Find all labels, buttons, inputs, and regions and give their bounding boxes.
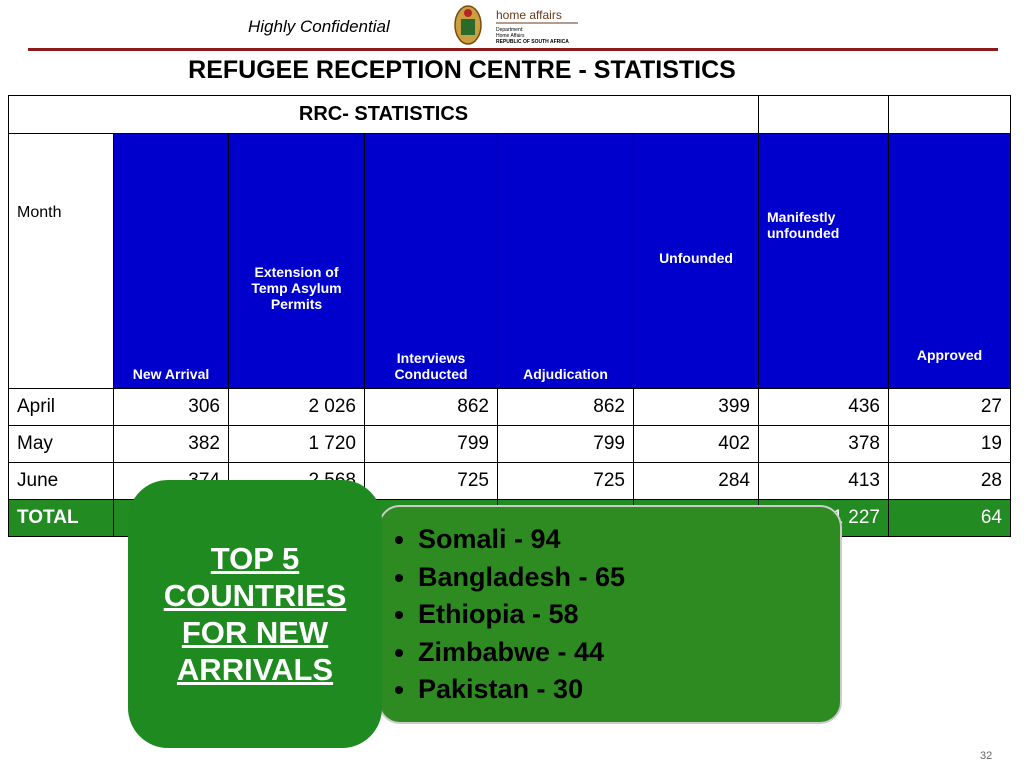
cell: 799 <box>364 425 498 463</box>
countries-list: Somali - 94Bangladesh - 65Ethiopia - 58Z… <box>418 521 840 709</box>
column-header: Manifestly unfounded <box>758 133 889 389</box>
total-cell: 64 <box>888 499 1011 537</box>
confidential-note: Highly Confidential <box>248 17 390 36</box>
cell: 799 <box>497 425 634 463</box>
cell: 284 <box>633 462 759 500</box>
country-item: Ethiopia - 58 <box>418 596 840 634</box>
cell: 436 <box>758 388 889 426</box>
countries-panel: Somali - 94Bangladesh - 65Ethiopia - 58Z… <box>378 505 842 724</box>
cell: June <box>8 462 114 500</box>
cell: 862 <box>497 388 634 426</box>
stats-table: RRC- STATISTICS Month New Arrival Extension… <box>8 95 1011 537</box>
data-row: May 382 1 720 799 799 402 378 19 <box>8 425 1011 463</box>
table-caption: RRC- STATISTICS <box>8 95 759 134</box>
cell: 2 026 <box>228 388 365 426</box>
cell: May <box>8 425 114 463</box>
cell: 862 <box>364 388 498 426</box>
cell: 306 <box>113 388 229 426</box>
cell: 413 <box>758 462 889 500</box>
cell: 27 <box>888 388 1011 426</box>
cell: 19 <box>888 425 1011 463</box>
country-item: Zimbabwe - 44 <box>418 634 840 672</box>
logo-line: Department: <box>496 27 524 33</box>
heading-badge: TOP 5 COUNTRIES FOR NEW ARRIVALS <box>128 480 382 748</box>
column-header: Interviews Conducted <box>364 133 498 389</box>
header-row: Month New Arrival Extension of Temp Asylum… <box>8 133 1011 389</box>
logo-line: REPUBLIC OF SOUTH AFRICA <box>496 39 569 45</box>
column-header: Approved <box>888 133 1011 389</box>
badge-heading: TOP 5 COUNTRIES FOR NEW ARRIVALS <box>163 541 347 687</box>
slide-title: REFUGEE RECEPTION CENTRE - STATISTICS <box>188 56 736 84</box>
column-header: Adjudication <box>497 133 634 389</box>
cell: 725 <box>497 462 634 500</box>
cell: 402 <box>633 425 759 463</box>
cell: 399 <box>633 388 759 426</box>
column-header: New Arrival <box>113 133 229 389</box>
logo-line: Home Affairs <box>496 33 525 39</box>
cell: 725 <box>364 462 498 500</box>
logo-name: home affairs <box>496 8 562 22</box>
cell: 28 <box>888 462 1011 500</box>
cell: 1 720 <box>228 425 365 463</box>
page-number: 32 <box>980 750 993 762</box>
cell: April <box>8 388 114 426</box>
empty-cell <box>758 95 889 134</box>
total-cell: TOTAL <box>8 499 114 537</box>
header-rule <box>28 48 998 51</box>
empty-cell <box>888 95 1011 134</box>
column-header: Extension of Temp Asylum Permits <box>228 133 365 389</box>
country-item: Somali - 94 <box>418 521 840 559</box>
country-item: Bangladesh - 65 <box>418 559 840 597</box>
country-item: Pakistan - 30 <box>418 671 840 709</box>
cell: 378 <box>758 425 889 463</box>
logo: home affairs Department: Home Affairs RE… <box>454 5 578 45</box>
column-header: Month <box>8 133 114 389</box>
data-row: April 306 2 026 862 862 399 436 27 <box>8 388 1011 426</box>
cell: 382 <box>113 425 229 463</box>
column-header: Unfounded <box>633 133 759 389</box>
caption-row: RRC- STATISTICS <box>8 95 1011 134</box>
